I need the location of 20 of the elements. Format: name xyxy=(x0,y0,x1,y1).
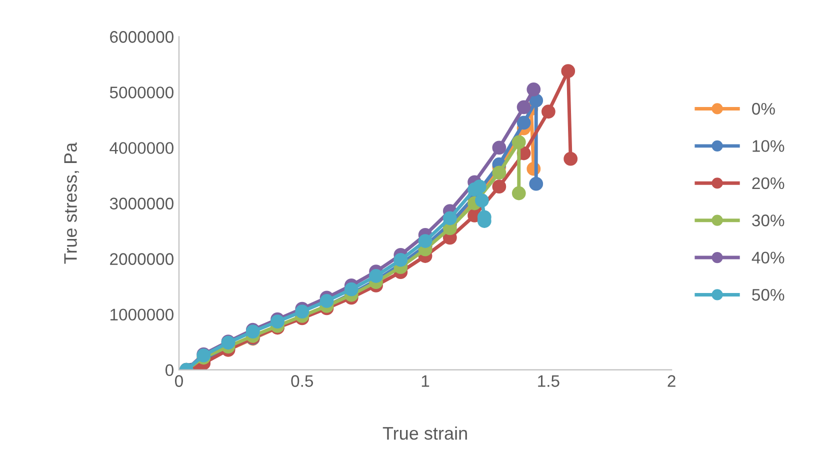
x-tick-label: 1.5 xyxy=(538,375,560,387)
legend-label: 40% xyxy=(752,252,784,264)
y-tick-label: 2000000 xyxy=(110,253,174,265)
y-tick-label: 0 xyxy=(166,364,174,376)
x-tick-label: 0 xyxy=(174,375,183,387)
legend-label: 20% xyxy=(752,177,784,190)
x-axis-title: True strain xyxy=(382,426,467,440)
x-tick-label: 1 xyxy=(422,375,430,387)
y-tick-label: 6000000 xyxy=(110,31,174,43)
y-tick-label: 1000000 xyxy=(110,308,174,321)
x-tick-label: 2 xyxy=(668,375,676,387)
legend-label: 10% xyxy=(752,140,784,152)
y-tick-label: 4000000 xyxy=(110,142,174,154)
y-tick-label: 3000000 xyxy=(110,198,174,210)
y-axis-title: True stress, Pa xyxy=(64,142,80,264)
x-tick-label: 0.5 xyxy=(291,375,314,387)
legend-label: 30% xyxy=(752,214,784,226)
y-tick-label: 5000000 xyxy=(110,86,174,98)
legend-label: 0% xyxy=(752,102,775,115)
legend-label: 50% xyxy=(752,288,784,301)
